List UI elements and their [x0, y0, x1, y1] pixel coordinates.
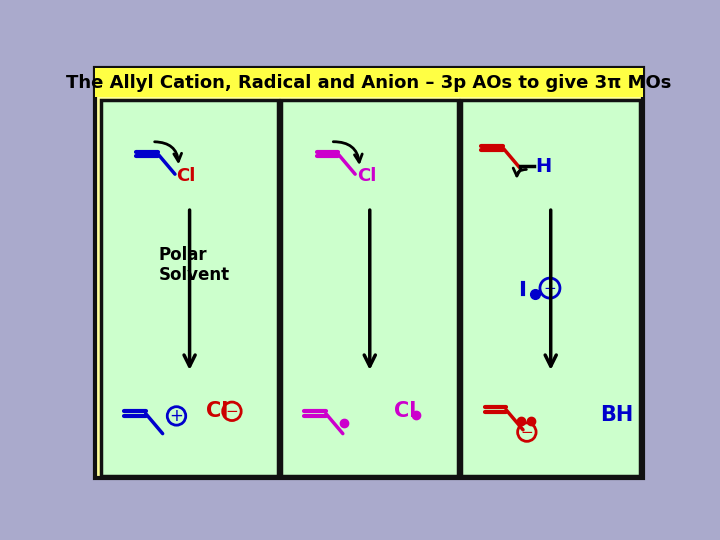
- Text: BH: BH: [600, 405, 634, 425]
- Text: Cl: Cl: [176, 167, 196, 185]
- FancyBboxPatch shape: [101, 100, 278, 476]
- Text: Polar
Solvent: Polar Solvent: [159, 246, 230, 285]
- FancyBboxPatch shape: [95, 68, 643, 97]
- Text: H: H: [535, 157, 552, 176]
- Text: The Allyl Cation, Radical and Anion – 3p AOs to give 3π MOs: The Allyl Cation, Radical and Anion – 3p…: [66, 73, 672, 91]
- FancyBboxPatch shape: [95, 68, 643, 477]
- Text: −: −: [544, 281, 557, 295]
- FancyBboxPatch shape: [462, 100, 640, 476]
- Text: −: −: [521, 424, 534, 440]
- Text: −: −: [225, 404, 238, 419]
- Text: Cl: Cl: [394, 401, 416, 421]
- FancyBboxPatch shape: [282, 100, 459, 476]
- Text: +: +: [170, 407, 184, 425]
- Text: Cl: Cl: [356, 167, 376, 185]
- Text: Cl: Cl: [206, 401, 228, 421]
